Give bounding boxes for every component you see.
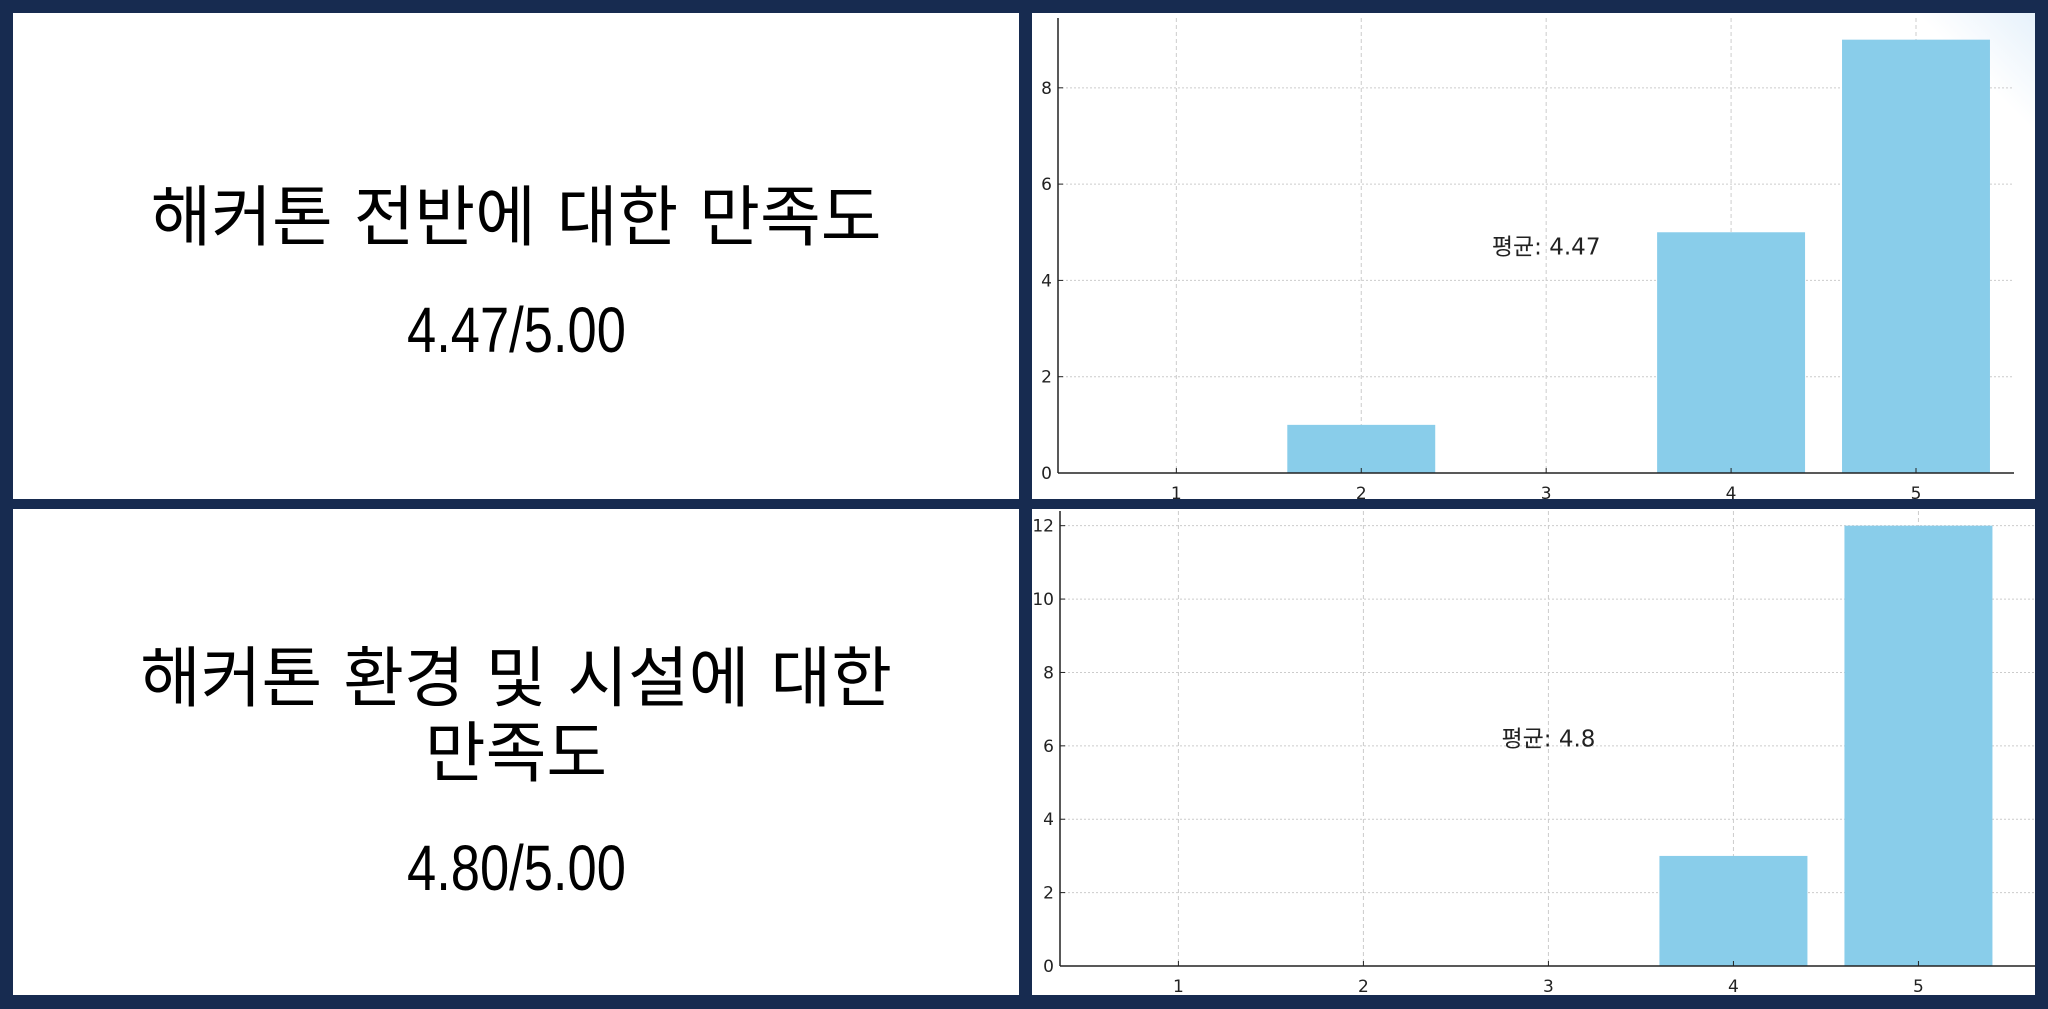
score-value: 4.47/5.00	[406, 294, 626, 366]
chart-panel-facilities	[1032, 509, 2035, 995]
panel-score: 4.47/5.00	[13, 295, 1019, 365]
panel-title: 해커톤 전반에 대한 만족도	[150, 179, 882, 256]
chart-panel-overall	[1032, 13, 2035, 499]
summary-panel-facilities: 해커톤 환경 및 시설에 대한 만족도 4.80/5.00	[13, 509, 1019, 995]
score-value: 4.80/5.00	[406, 832, 626, 904]
panel-title-line-2: 만족도	[424, 715, 608, 792]
panel-score: 4.80/5.00	[13, 833, 1019, 903]
panel-title-line-1: 해커톤 환경 및 시설에 대한	[140, 640, 892, 717]
summary-panel-overall: 해커톤 전반에 대한 만족도 4.47/5.00	[13, 13, 1019, 499]
